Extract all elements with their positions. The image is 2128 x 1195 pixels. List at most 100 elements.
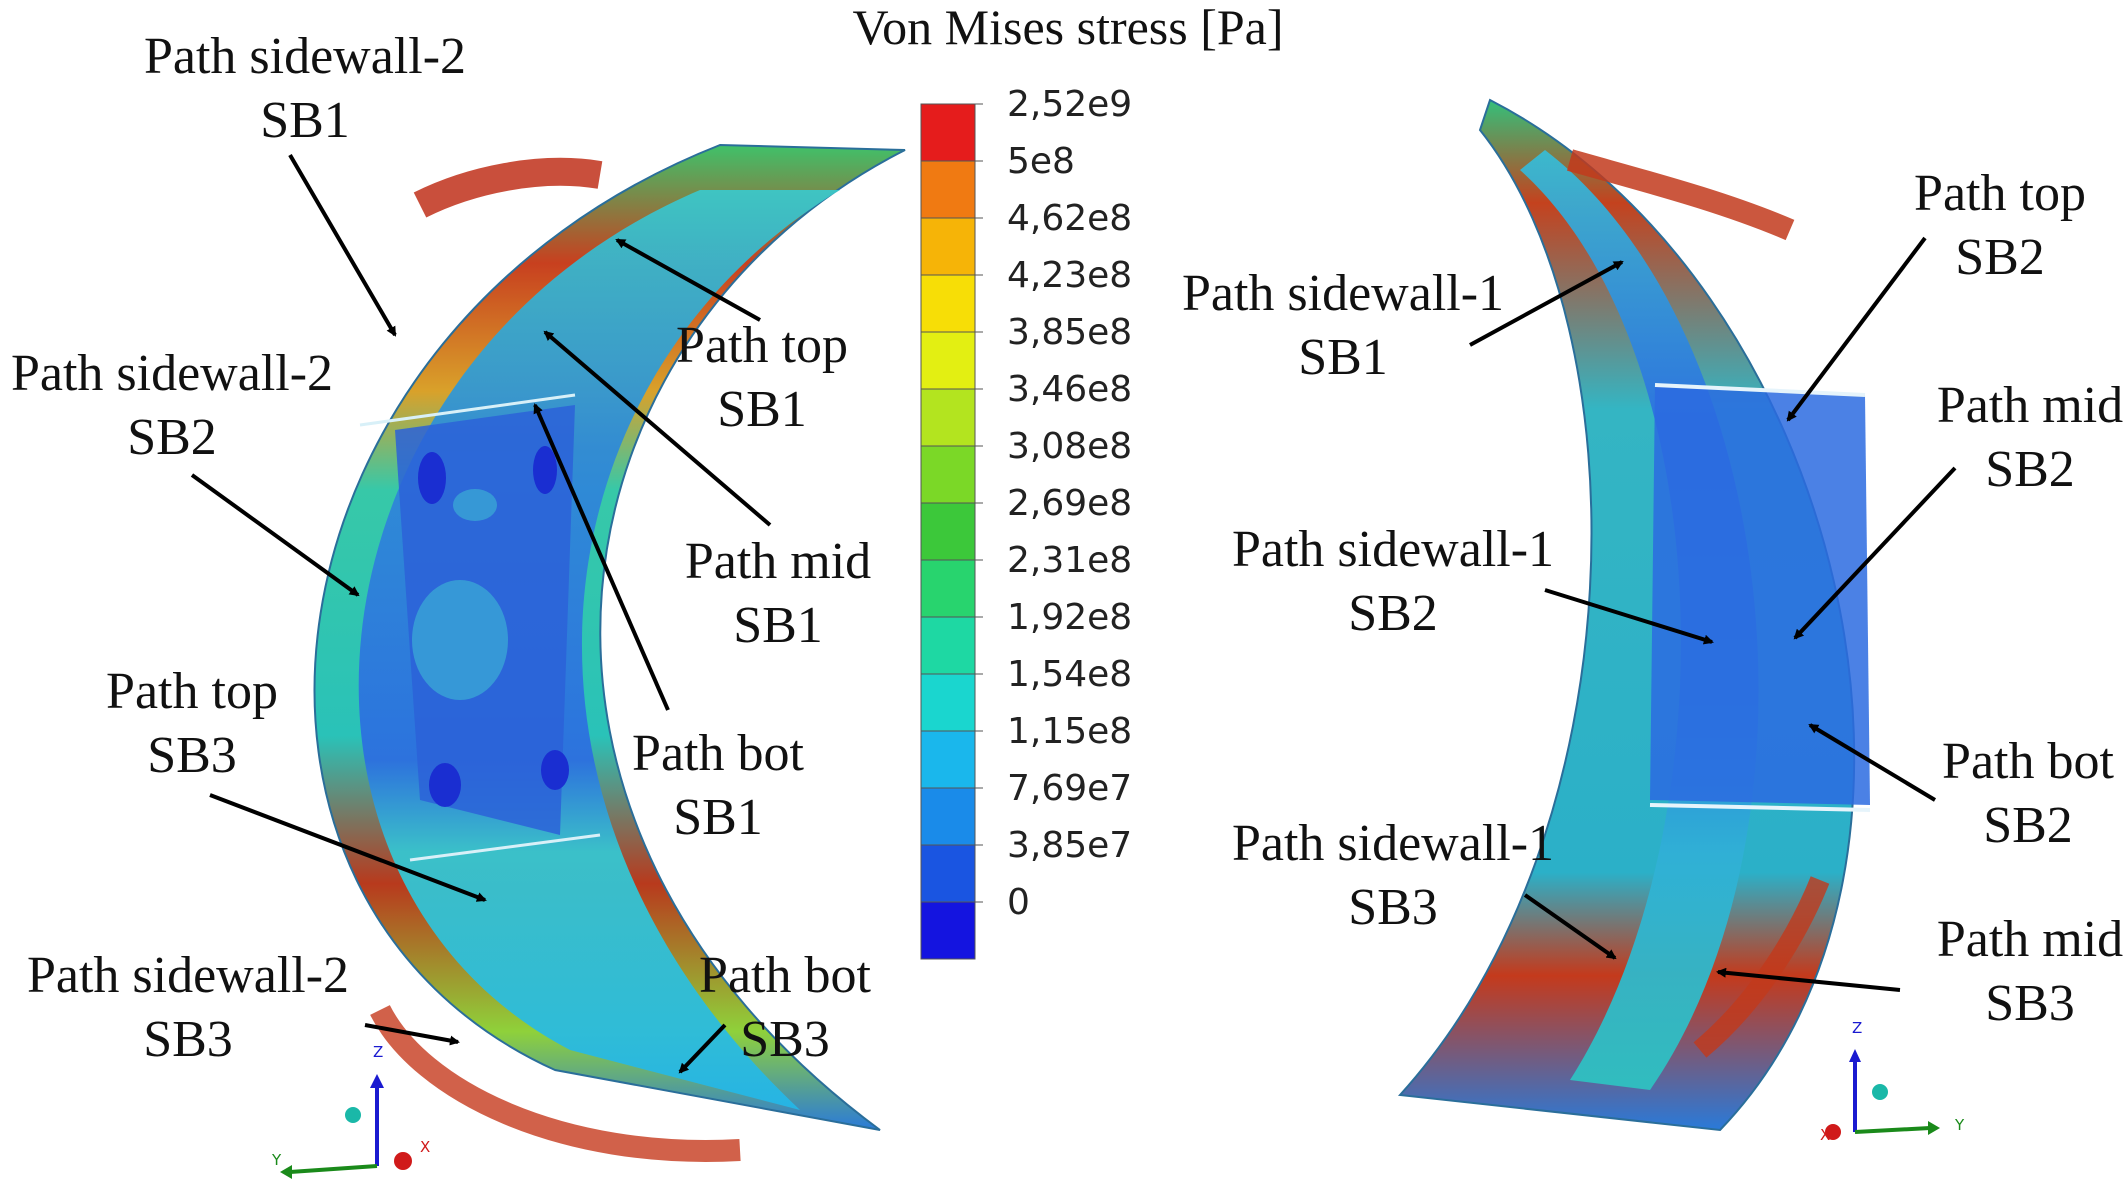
- label-bot-sb1: Path bot SB1: [533, 403, 804, 846]
- arrow: [543, 330, 772, 527]
- label-line1: Path mid: [1937, 911, 2123, 968]
- legend-tick-label: 4,23e8: [1007, 255, 1132, 296]
- label-sidewall2-sb1: Path sidewall-2 SB1: [144, 28, 466, 337]
- label-line1: Path mid: [685, 533, 871, 590]
- label-top-sb3: Path top SB3: [106, 663, 487, 902]
- label-mid-sb1: Path mid SB1: [543, 330, 871, 654]
- legend-tick-label: 1,15e8: [1007, 711, 1132, 752]
- label-line2: SB2: [1955, 229, 2045, 286]
- label-line1: Path bot: [632, 725, 804, 782]
- axis-y-label: Y: [1954, 1116, 1965, 1134]
- axis-y-label: Y: [271, 1151, 282, 1169]
- legend-swatch: [920, 787, 976, 846]
- axis-x-label: X: [1820, 1126, 1830, 1144]
- arrow: [1544, 588, 1714, 645]
- label-line1: Path sidewall-1: [1182, 265, 1504, 322]
- legend-ticks: 2,52e9 5e8 4,62e8 4,23e8 3,85e8 3,46e8 3,08e8 2…: [975, 84, 1132, 923]
- axis-z-label: Z: [373, 1043, 383, 1061]
- legend-swatch: [920, 502, 976, 561]
- label-line2: SB2: [1985, 441, 2075, 498]
- legend-swatch: [920, 160, 976, 219]
- legend-tick-label: 7,69e7: [1007, 768, 1132, 809]
- label-line1: Path top: [106, 663, 278, 720]
- label-top-sb1: Path top SB1: [615, 238, 848, 438]
- arrow: [1808, 723, 1937, 802]
- label-sidewall1-sb2: Path sidewall-1 SB2: [1232, 521, 1714, 645]
- label-bot-sb2: Path bot SB2: [1808, 723, 2114, 854]
- left-belt-model: [313, 143, 906, 1162]
- arrow: [678, 1023, 727, 1074]
- legend-tick-label: 3,85e7: [1007, 825, 1132, 866]
- label-line2: SB1: [1298, 329, 1388, 386]
- label-mid-sb3: Path mid SB3: [1716, 911, 2123, 1032]
- arrow: [1793, 466, 1957, 640]
- label-sidewall1-sb3: Path sidewall-1 SB3: [1232, 815, 1617, 960]
- legend-tick-label: 1,54e8: [1007, 654, 1132, 695]
- axis-triad-left: Z Y X: [271, 1043, 430, 1179]
- legend-swatch: [920, 217, 976, 276]
- label-line2: SB1: [733, 597, 823, 654]
- label-line2: SB2: [1983, 797, 2073, 854]
- legend-swatch: [920, 616, 976, 675]
- legend-tick-label: 3,08e8: [1007, 426, 1132, 467]
- right-annotations: Path top SB2 Path sidewall-1 SB1 Path mi…: [1182, 165, 2123, 1032]
- label-line1: Path top: [1914, 165, 2086, 222]
- arrow: [615, 238, 761, 322]
- label-bot-sb3: Path bot SB3: [678, 947, 871, 1074]
- label-line2: SB1: [717, 381, 807, 438]
- label-line2: SB3: [1348, 879, 1438, 936]
- legend-swatch: [920, 103, 976, 162]
- arrow: [288, 153, 397, 337]
- legend-tick-label: 2,31e8: [1007, 540, 1132, 581]
- arrow: [190, 473, 360, 597]
- legend-swatch: [920, 730, 976, 789]
- left-annotations: Path sidewall-2 SB1 Path top SB1 Path si…: [11, 28, 871, 1074]
- label-sidewall2-sb2: Path sidewall-2 SB2: [11, 345, 360, 597]
- legend-swatch: [920, 844, 976, 903]
- label-line2: SB3: [143, 1011, 233, 1068]
- axis-z-label: Z: [1852, 1019, 1862, 1037]
- axis-triad-right: Z Y X: [1820, 1019, 1965, 1144]
- legend-tick-label: 4,62e8: [1007, 198, 1132, 239]
- label-line1: Path bot: [1942, 733, 2114, 790]
- arrow: [1523, 893, 1617, 960]
- label-line1: Path sidewall-1: [1232, 815, 1554, 872]
- legend-swatch: [920, 673, 976, 732]
- label-line2: SB3: [147, 727, 237, 784]
- legend-tick-label: 5e8: [1007, 141, 1075, 182]
- legend-swatch: [920, 331, 976, 390]
- label-line2: SB2: [127, 409, 217, 466]
- legend-tick-label: 2,69e8: [1007, 483, 1132, 524]
- label-line2: SB1: [673, 789, 763, 846]
- legend-swatch: [920, 445, 976, 504]
- label-sidewall1-sb1: Path sidewall-1 SB1: [1182, 260, 1624, 386]
- legend-swatches: [920, 103, 976, 960]
- axis-x-label: X: [420, 1138, 430, 1156]
- legend-tick-label: 3,46e8: [1007, 369, 1132, 410]
- label-line2: SB1: [260, 92, 350, 149]
- label-mid-sb2: Path mid SB2: [1793, 377, 2123, 640]
- legend-tick-label: 3,85e8: [1007, 312, 1132, 353]
- label-line2: SB3: [1985, 975, 2075, 1032]
- figure-title: Von Mises stress [Pa]: [852, 0, 1283, 55]
- label-line1: Path sidewall-1: [1232, 521, 1554, 578]
- arrow: [533, 403, 670, 711]
- label-line1: Path sidewall-2: [144, 28, 466, 85]
- arrow: [364, 1023, 460, 1046]
- label-line1: Path mid: [1937, 377, 2123, 434]
- label-line1: Path sidewall-2: [27, 947, 349, 1004]
- arrow: [1786, 236, 1927, 422]
- legend-swatch: [920, 274, 976, 333]
- legend-swatch: [920, 901, 976, 960]
- label-sidewall2-sb3: Path sidewall-2 SB3: [27, 947, 460, 1068]
- legend-swatch: [920, 559, 976, 618]
- legend-swatch: [920, 388, 976, 447]
- legend-tick-label: 2,52e9: [1007, 84, 1132, 125]
- label-line1: Path bot: [699, 947, 871, 1004]
- legend-tick-label: 0: [1007, 882, 1030, 923]
- arrow: [1469, 260, 1624, 347]
- arrow: [1716, 967, 1901, 992]
- arrow: [209, 793, 487, 902]
- label-line2: SB2: [1348, 585, 1438, 642]
